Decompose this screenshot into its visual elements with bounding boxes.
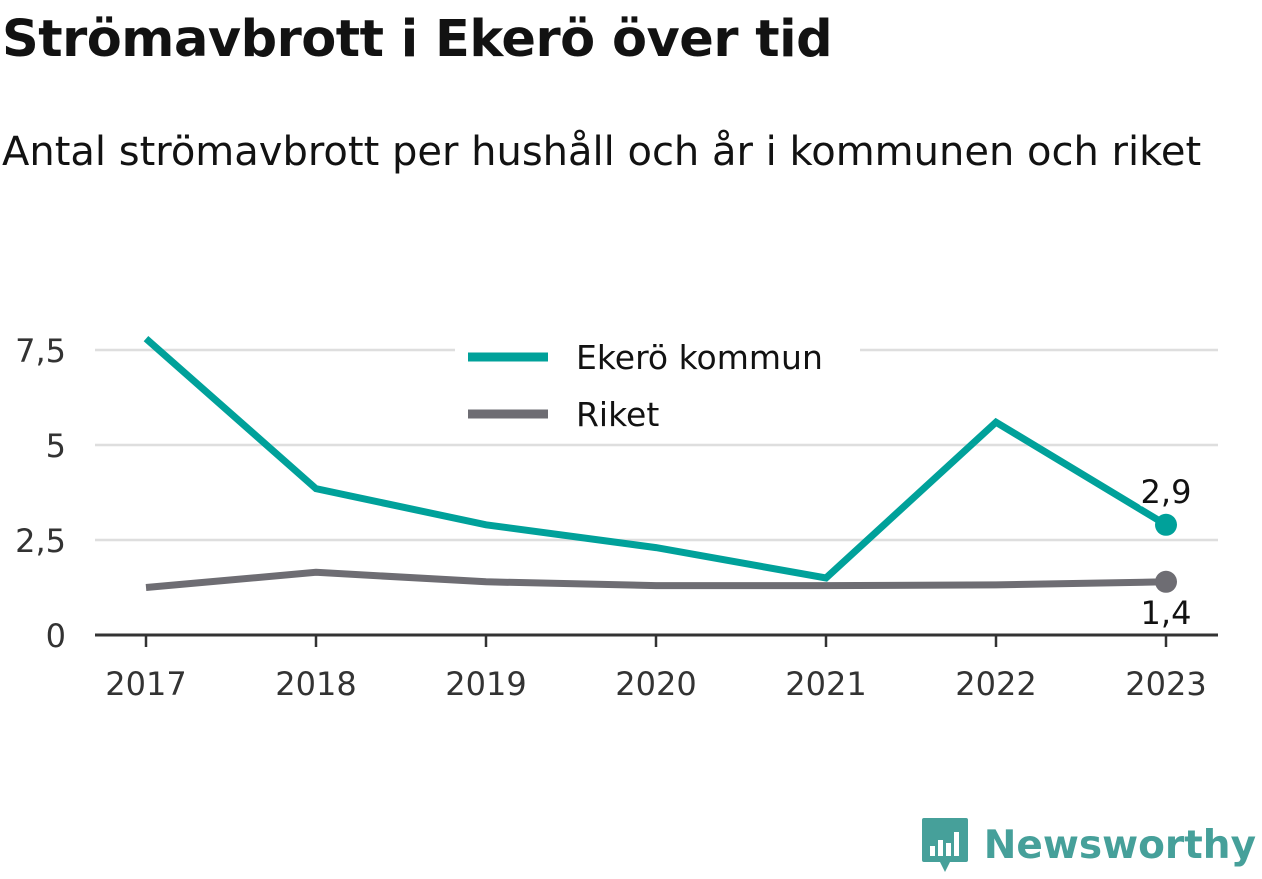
chart-subtitle: Antal strömavbrott per hushåll och år i … — [2, 129, 1202, 175]
y-tick-label: 5 — [46, 427, 66, 465]
x-tick-label: 2022 — [955, 665, 1036, 703]
end-point — [1155, 570, 1177, 593]
series-lines — [143, 335, 1168, 591]
brand-logo: Newsworthy — [920, 815, 1256, 875]
legend-label: Riket — [576, 395, 659, 434]
end-point — [1155, 513, 1177, 536]
x-tick-label: 2019 — [445, 665, 526, 703]
x-tick-label: 2017 — [105, 665, 186, 703]
brand-name: Newsworthy — [983, 822, 1256, 868]
series-line — [143, 335, 1168, 582]
data-label: 1,4 — [1141, 594, 1192, 632]
axes: 0 2,5 5 7,5 2017 2018 2019 2020 2021 2022 2023 — [15, 332, 1218, 703]
data-label: 2,9 — [1141, 473, 1192, 511]
legend: Ekerö kommun Riket — [455, 325, 860, 443]
y-tick-label: 7,5 — [15, 332, 66, 370]
legend-label: Ekerö kommun — [576, 338, 823, 377]
x-tick-label: 2020 — [615, 665, 696, 703]
data-label-halo: 2,9 — [1141, 473, 1192, 511]
y-tick-label: 0 — [46, 617, 66, 655]
newsworthy-logo-icon — [921, 818, 968, 872]
x-tick-label: 2023 — [1125, 665, 1206, 703]
legend-background — [455, 325, 860, 443]
y-tick-label: 2,5 — [15, 522, 66, 560]
data-label-halo: 1,4 — [1141, 594, 1192, 632]
end-points: 2,92,91,41,4 — [1137, 469, 1195, 635]
chart-title: Strömavbrott i Ekerö över tid — [2, 10, 833, 69]
x-tick-label: 2021 — [785, 665, 866, 703]
series-line — [145, 568, 1167, 591]
x-tick-label: 2018 — [275, 665, 356, 703]
